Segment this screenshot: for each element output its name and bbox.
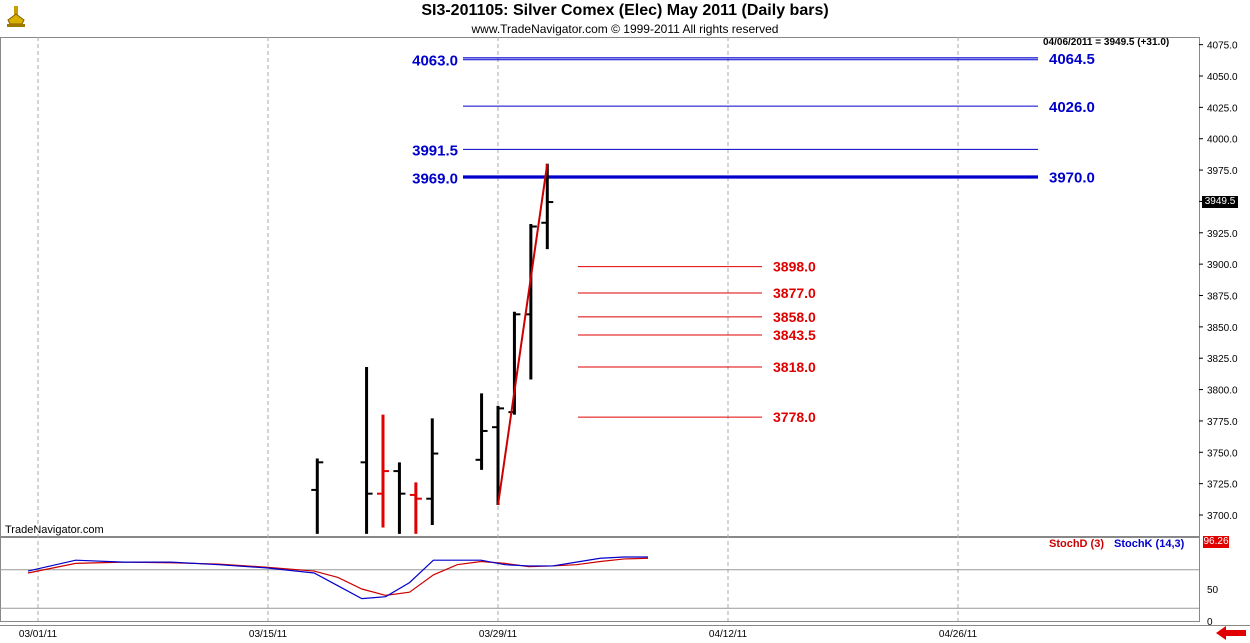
price-panel-frame: [0, 37, 1200, 537]
stochd-line: [27, 557, 649, 597]
red-level-label: 3778.0: [773, 409, 816, 425]
stochd-legend: StochD (3): [1049, 538, 1104, 550]
oscillator-panel-frame: [0, 537, 1200, 622]
blue-level-label: 4064.5: [1049, 51, 1095, 68]
price-readout: 04/06/2011 = 3949.5 (+31.0): [1043, 37, 1170, 48]
scroll-left-arrow-icon[interactable]: [1214, 625, 1248, 641]
y-tick-label: 3775.0: [1207, 417, 1238, 428]
y-tick-label: 3975.0: [1207, 166, 1238, 177]
brand-label: TradeNavigator.com: [5, 524, 104, 536]
red-level-label: 3898.0: [773, 259, 816, 275]
red-level-label: 3843.5: [773, 327, 816, 343]
copyright-text: www.TradeNavigator.com © 1999-2011 All r…: [471, 22, 779, 36]
red-level-label: 3858.0: [773, 309, 816, 325]
oscillator-tick-label: 0: [1207, 617, 1213, 628]
y-tick-label: 3800.0: [1207, 386, 1238, 397]
y-tick-label: 4050.0: [1207, 72, 1238, 83]
blue-level-label: 4063.0: [412, 53, 458, 70]
x-tick-label: 03/29/11: [479, 629, 518, 640]
oscillator-last-value: 96.26: [1203, 536, 1229, 548]
blue-level-label: 3969.0: [412, 171, 458, 188]
blue-level-label: 3991.5: [412, 142, 458, 159]
y-tick-label: 3750.0: [1207, 448, 1238, 459]
y-tick-label: 3875.0: [1207, 292, 1238, 303]
x-tick-label: 03/15/11: [249, 629, 288, 640]
blue-level-label: 4026.0: [1049, 99, 1095, 116]
y-tick-label: 3725.0: [1207, 480, 1238, 491]
red-level-label: 3818.0: [773, 359, 816, 375]
x-tick-label: 04/12/11: [709, 629, 748, 640]
y-tick-label: 3700.0: [1207, 511, 1238, 522]
oscillator-tick-label: 50: [1207, 585, 1219, 596]
trade-navigator-logo-icon: [7, 6, 25, 27]
y-tick-label: 4025.0: [1207, 103, 1238, 114]
y-tick-label: 3925.0: [1207, 229, 1238, 240]
stochk-legend: StochK (14,3): [1114, 538, 1185, 550]
y-tick-label: 4075.0: [1207, 41, 1238, 52]
y-tick-label: 3850.0: [1207, 323, 1238, 334]
y-tick-label: 3900.0: [1207, 260, 1238, 271]
blue-level-label: 3970.0: [1049, 169, 1095, 186]
x-tick-label: 04/26/11: [939, 629, 978, 640]
y-tick-label: 4000.0: [1207, 135, 1238, 146]
stochk-line: [27, 556, 648, 600]
y-tick-label: 3825.0: [1207, 354, 1238, 365]
last-price-marker: 3949.5: [1202, 196, 1238, 208]
chart-title: SI3-201105: Silver Comex (Elec) May 2011…: [421, 2, 829, 19]
x-tick-label: 03/01/11: [19, 629, 58, 640]
swing-trend-line: [497, 163, 549, 506]
red-level-label: 3877.0: [773, 285, 816, 301]
